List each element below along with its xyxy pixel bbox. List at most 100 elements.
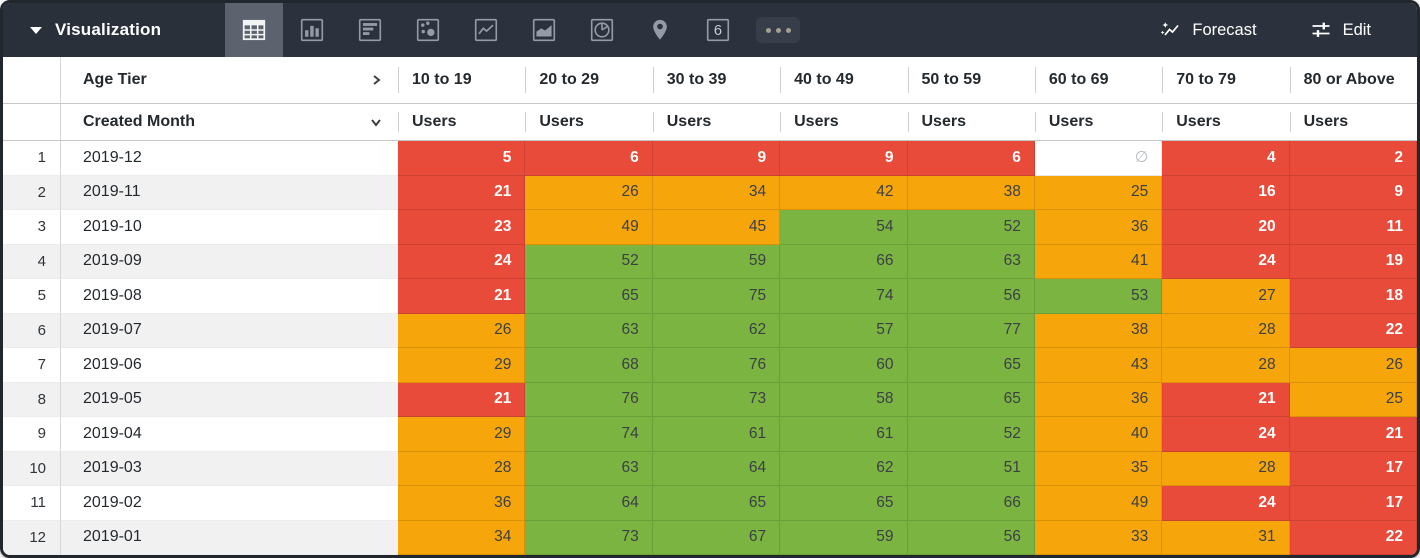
data-cell[interactable]: 4 [1162,141,1290,176]
viz-type-column-chart-button[interactable] [283,3,341,57]
row-dimension-value[interactable]: 2019-08 [60,279,398,314]
data-cell[interactable]: 65 [525,279,653,314]
measure-header[interactable]: Users [525,104,652,140]
data-cell[interactable]: 9 [780,141,908,176]
data-cell[interactable]: 29 [398,417,526,452]
viz-type-area-chart-button[interactable] [515,3,573,57]
data-cell[interactable]: 18 [1289,279,1417,314]
viz-type-map-button[interactable] [631,3,689,57]
data-cell[interactable]: 34 [652,175,781,210]
row-dimension-value[interactable]: 2019-01 [60,520,398,555]
measure-header[interactable]: Users [652,104,780,140]
data-cell[interactable]: 5 [398,141,526,176]
data-cell[interactable]: 52 [907,210,1035,245]
viz-type-line-chart-button[interactable] [457,3,515,57]
data-cell[interactable]: 61 [652,417,781,452]
data-cell[interactable]: 74 [525,417,653,452]
row-dimension-value[interactable]: 2019-02 [60,486,398,521]
data-cell[interactable]: 26 [398,313,526,348]
data-cell[interactable]: 31 [1162,520,1290,555]
data-cell[interactable]: 56 [907,279,1035,314]
data-cell[interactable]: 27 [1162,279,1290,314]
data-cell[interactable]: 65 [907,348,1035,383]
viz-type-scatter-plot-button[interactable] [399,3,457,57]
row-dimension-value[interactable]: 2019-10 [60,210,398,245]
visualization-section-toggle[interactable]: Visualization [3,3,225,57]
data-cell[interactable]: 23 [398,210,526,245]
data-cell[interactable]: 25 [1289,382,1417,417]
data-cell[interactable]: 11 [1289,210,1417,245]
data-cell[interactable]: 17 [1289,451,1417,486]
data-cell[interactable]: 6 [525,141,653,176]
data-cell[interactable]: 33 [1034,520,1163,555]
data-cell[interactable]: 34 [398,520,526,555]
data-cell[interactable]: 64 [652,451,781,486]
measure-header[interactable]: Users [1162,104,1289,140]
data-cell[interactable]: 29 [398,348,526,383]
data-cell[interactable]: 36 [398,486,526,521]
data-cell[interactable]: 22 [1289,313,1417,348]
pivot-value-header[interactable]: 80 or Above [1289,57,1417,103]
data-cell[interactable]: 9 [1289,175,1417,210]
data-cell[interactable]: 41 [1034,244,1163,279]
row-dimension-value[interactable]: 2019-11 [60,175,398,210]
data-cell[interactable]: 21 [398,382,526,417]
data-cell[interactable]: 53 [1034,279,1163,314]
data-cell[interactable]: 64 [525,486,653,521]
data-cell[interactable]: 65 [907,382,1035,417]
data-cell[interactable]: 25 [1034,175,1163,210]
measure-header[interactable]: Users [1034,104,1162,140]
data-cell[interactable]: 67 [652,520,781,555]
data-cell[interactable]: 61 [780,417,908,452]
data-cell[interactable]: 75 [652,279,781,314]
data-cell[interactable]: 52 [525,244,653,279]
viz-type-table-button[interactable] [225,3,283,57]
data-cell[interactable]: 28 [1162,313,1290,348]
data-cell[interactable]: 17 [1289,486,1417,521]
data-cell[interactable]: 9 [652,141,781,176]
pivot-value-header[interactable]: 50 to 59 [907,57,1035,103]
pivot-value-header[interactable]: 20 to 29 [525,57,652,103]
data-cell[interactable]: 21 [1162,382,1290,417]
data-cell[interactable]: ∅ [1034,141,1163,176]
data-cell[interactable]: 60 [780,348,908,383]
data-cell[interactable]: 35 [1034,451,1163,486]
data-cell[interactable]: 38 [1034,313,1163,348]
pivot-value-header[interactable]: 10 to 19 [398,57,525,103]
data-cell[interactable]: 26 [1289,348,1417,383]
data-cell[interactable]: 24 [398,244,526,279]
chevron-right-icon[interactable] [369,73,383,87]
row-dimension-value[interactable]: 2019-06 [60,348,398,383]
data-cell[interactable]: 28 [1162,451,1290,486]
data-cell[interactable]: 6 [907,141,1035,176]
row-dimension-value[interactable]: 2019-12 [60,141,398,176]
data-cell[interactable]: 65 [652,486,781,521]
data-cell[interactable]: 43 [1034,348,1163,383]
data-cell[interactable]: 57 [780,313,908,348]
data-cell[interactable]: 66 [780,244,908,279]
data-cell[interactable]: 38 [907,175,1035,210]
data-cell[interactable]: 49 [525,210,653,245]
data-cell[interactable]: 21 [398,279,526,314]
data-cell[interactable]: 62 [652,313,781,348]
data-cell[interactable]: 24 [1162,486,1290,521]
pivot-value-header[interactable]: 40 to 49 [780,57,907,103]
data-cell[interactable]: 65 [780,486,908,521]
data-cell[interactable]: 76 [652,348,781,383]
data-cell[interactable]: 36 [1034,210,1163,245]
data-cell[interactable]: 26 [525,175,653,210]
data-cell[interactable]: 77 [907,313,1035,348]
data-cell[interactable]: 59 [652,244,781,279]
data-cell[interactable]: 21 [398,175,526,210]
data-cell[interactable]: 51 [907,451,1035,486]
data-cell[interactable]: 49 [1034,486,1163,521]
data-cell[interactable]: 45 [652,210,781,245]
forecast-button[interactable]: Forecast [1158,18,1257,42]
viz-type-bar-chart-button[interactable] [341,3,399,57]
chevron-down-icon[interactable] [369,115,383,129]
data-cell[interactable]: 24 [1162,244,1290,279]
data-cell[interactable]: 66 [907,486,1035,521]
data-cell[interactable]: 16 [1162,175,1290,210]
data-cell[interactable]: 68 [525,348,653,383]
data-cell[interactable]: 36 [1034,382,1163,417]
